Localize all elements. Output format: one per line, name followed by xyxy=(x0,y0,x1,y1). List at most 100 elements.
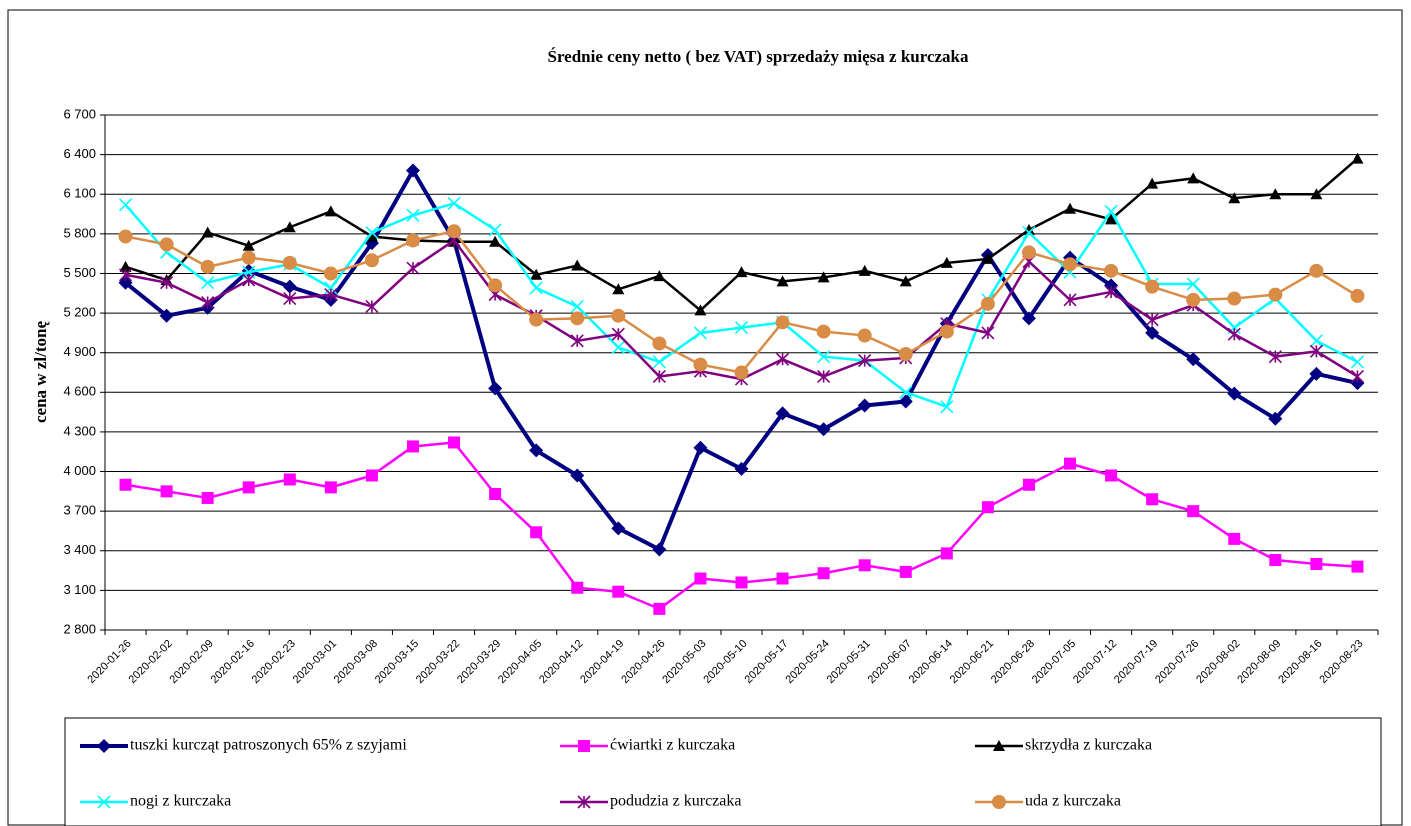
marker xyxy=(898,394,913,409)
marker xyxy=(1268,287,1283,302)
marker xyxy=(530,526,543,539)
marker xyxy=(1022,225,1036,240)
marker xyxy=(1309,334,1323,348)
marker xyxy=(529,443,544,458)
y-tick-label: 6 700 xyxy=(63,106,96,121)
marker xyxy=(735,266,748,278)
legend-label: podudzia z kurczaka xyxy=(610,793,741,810)
marker xyxy=(1021,245,1036,260)
marker xyxy=(611,327,625,341)
marker xyxy=(405,233,420,248)
marker xyxy=(653,602,666,615)
legend-label: nogi z kurczaka xyxy=(130,793,231,810)
legend-label: skrzydła z kurczaka xyxy=(1025,737,1152,754)
marker xyxy=(1022,223,1035,235)
marker xyxy=(406,261,420,275)
marker xyxy=(118,198,133,212)
marker xyxy=(447,224,462,239)
marker xyxy=(1186,292,1201,307)
marker xyxy=(1146,177,1159,189)
marker xyxy=(489,487,502,500)
marker xyxy=(365,225,379,240)
marker xyxy=(201,226,214,238)
marker xyxy=(242,239,255,251)
marker xyxy=(776,572,789,585)
marker xyxy=(160,276,174,290)
marker xyxy=(1063,293,1077,307)
y-tick-label: 6 100 xyxy=(63,186,96,201)
marker xyxy=(578,740,590,752)
marker xyxy=(694,304,707,316)
marker xyxy=(1228,192,1241,204)
marker xyxy=(611,308,626,323)
marker xyxy=(1227,327,1241,341)
chart-frame xyxy=(7,9,1403,826)
marker xyxy=(898,347,913,362)
marker xyxy=(652,355,666,369)
marker xyxy=(365,299,379,314)
marker xyxy=(652,542,667,557)
marker xyxy=(1310,557,1323,570)
marker xyxy=(1309,263,1324,278)
marker xyxy=(735,576,748,589)
y-tick-label: 4 900 xyxy=(63,344,96,359)
marker xyxy=(571,259,584,271)
marker xyxy=(1310,188,1323,200)
marker xyxy=(323,266,338,281)
marker xyxy=(201,276,215,290)
marker xyxy=(577,795,591,809)
marker xyxy=(1022,478,1035,491)
marker xyxy=(365,230,378,242)
marker xyxy=(1228,532,1241,545)
marker xyxy=(1064,202,1077,214)
marker xyxy=(1268,350,1282,364)
marker xyxy=(817,350,831,364)
marker xyxy=(1063,257,1078,272)
y-tick-label: 3 100 xyxy=(63,582,96,597)
marker xyxy=(899,275,912,287)
marker xyxy=(1104,285,1118,299)
marker xyxy=(159,308,174,323)
marker xyxy=(201,491,214,504)
marker xyxy=(242,273,256,287)
marker xyxy=(858,559,871,572)
marker xyxy=(119,260,132,272)
marker xyxy=(734,321,749,335)
marker xyxy=(282,255,297,270)
marker xyxy=(324,481,337,494)
marker xyxy=(406,440,419,453)
marker xyxy=(611,340,625,354)
marker xyxy=(406,208,420,222)
marker xyxy=(612,283,625,295)
marker xyxy=(242,481,255,494)
marker xyxy=(324,288,338,302)
marker xyxy=(652,336,667,351)
marker xyxy=(1186,352,1201,367)
chart-title: Średnie ceny netto ( bez VAT) sprzedaży … xyxy=(547,47,969,66)
y-tick-label: 4 300 xyxy=(63,423,96,438)
marker xyxy=(488,381,503,396)
marker xyxy=(364,253,379,268)
marker xyxy=(1064,457,1077,470)
marker xyxy=(858,264,871,276)
y-tick-label: 3 400 xyxy=(63,542,96,557)
marker xyxy=(118,229,133,244)
marker xyxy=(200,259,215,274)
marker xyxy=(488,278,503,293)
marker xyxy=(939,324,954,339)
marker xyxy=(97,739,111,753)
marker xyxy=(365,469,378,482)
marker xyxy=(283,221,296,233)
marker xyxy=(1145,279,1160,294)
legend-label: ćwiartki z kurczaka xyxy=(610,737,735,754)
marker xyxy=(1269,188,1282,200)
marker xyxy=(201,295,215,310)
y-tick-label: 2 800 xyxy=(63,621,96,636)
marker xyxy=(1350,288,1365,303)
marker xyxy=(1187,505,1200,518)
marker xyxy=(734,461,749,476)
marker xyxy=(858,354,872,368)
marker xyxy=(940,400,954,414)
legend-label: uda z kurczaka xyxy=(1025,793,1121,810)
